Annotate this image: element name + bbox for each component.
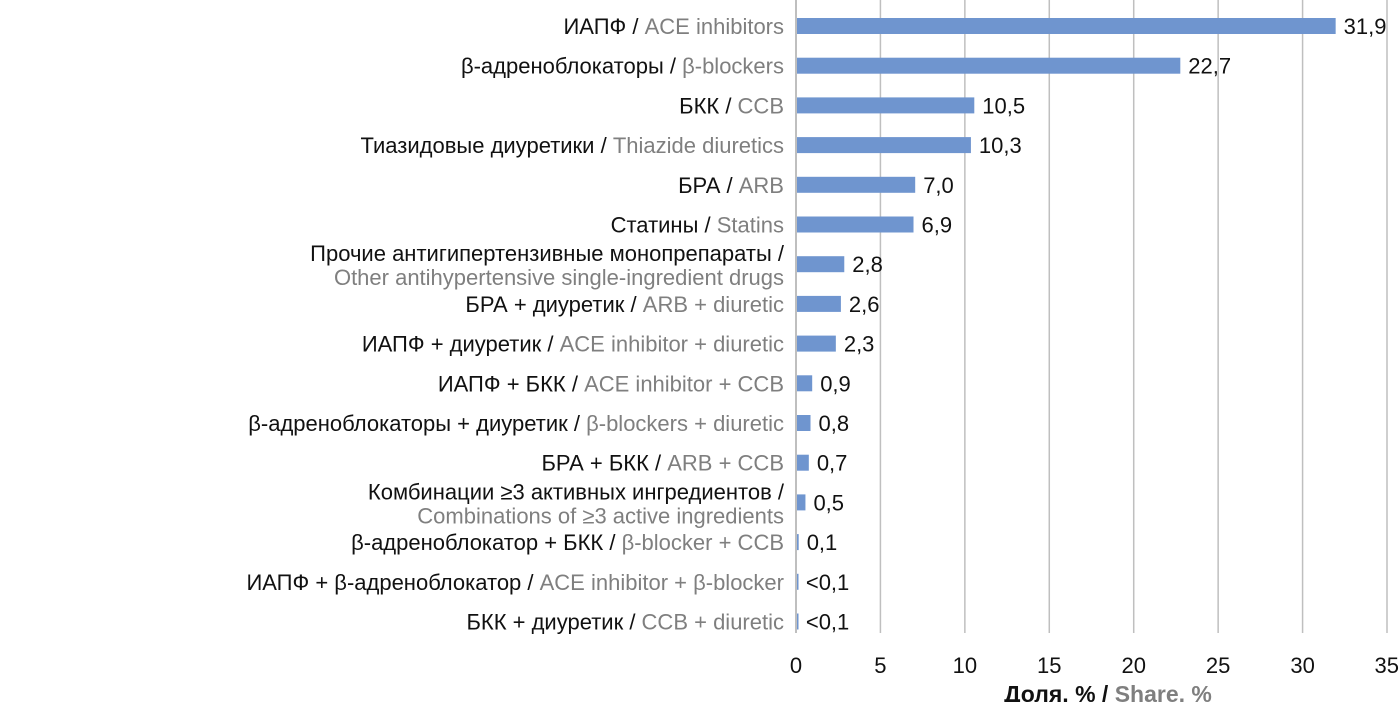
category-label-en: Combinations of ≥3 active ingredients [417,503,784,528]
category-label: Комбинации ≥3 активных ингредиентов / [368,479,785,504]
category-label: Статины / Statins [611,213,784,238]
bar [797,335,836,352]
bar [797,256,845,273]
category-label: БКК + диуретик / CCB + diuretic [466,610,784,635]
bar [797,57,1181,74]
x-tick-label: 5 [874,653,886,678]
data-label: <0,1 [806,610,849,635]
value-labels-group: 31,9 22,7 10,5 10,3 7,0 6,9 2,8 2,6 2,3 0,9 0,8 0,7… [806,14,1387,635]
x-axis-title-ru: Доля, % [1004,681,1095,702]
x-axis-title-en: Share, % [1115,681,1212,702]
x-tick-label: 15 [1037,653,1061,678]
bar [797,454,809,471]
bar [797,97,975,114]
data-label: <0,1 [806,570,849,595]
data-label: 31,9 [1344,14,1387,39]
bar [797,415,811,431]
x-tick-labels-group: 0 5 10 15 20 25 30 35 [790,653,1399,678]
x-axis-title: Доля, % / Share, % [1004,681,1212,702]
x-tick-label: 30 [1290,653,1314,678]
bar [797,295,841,312]
bar [797,216,914,233]
category-label-en: Other antihypertensive single-ingredient… [334,265,784,290]
category-labels-group: ИАПФ / ACE inhibitors β-адреноблокаторы /… [246,14,784,635]
bar [797,137,971,154]
category-label: БРА + диуретик / ARB + diuretic [465,292,784,317]
data-label: 2,8 [852,252,883,277]
data-label: 10,5 [982,93,1025,118]
data-label: 2,6 [849,292,880,317]
x-tick-label: 35 [1375,653,1399,678]
category-label: ИАПФ + β-адреноблокатор / ACE inhibitor … [246,570,784,595]
category-label: β-адреноблокатор + БКК / β-blocker + CCB [351,530,784,555]
category-label: ИАПФ + диуретик / ACE inhibitor + diuret… [362,332,784,357]
grid-lines [795,0,1388,633]
x-tick-label: 20 [1121,653,1145,678]
category-label: БРА + БКК / ARB + CCB [541,451,784,476]
data-label: 6,9 [922,213,953,238]
bar [797,534,799,551]
category-label: БРА / ARB [678,173,784,198]
x-axis-title-sep: / [1096,681,1115,702]
bar [797,573,799,590]
category-label: БКК / CCB [679,93,784,118]
category-label: Прочие антигипертензивные монопрепараты … [310,241,785,266]
x-tick-label: 10 [953,653,977,678]
data-label: 0,1 [807,530,838,555]
data-label: 0,5 [813,490,844,515]
bars-group [797,18,1336,630]
data-label: 10,3 [979,133,1022,158]
bar [797,176,916,193]
bar [797,613,799,630]
data-label: 0,8 [819,411,850,436]
category-label: ИАПФ / ACE inhibitors [563,14,784,39]
category-label: Тиазидовые диуретики / Thiazide diuretic… [361,133,784,158]
bar [797,18,1336,34]
x-tick-label: 25 [1206,653,1230,678]
x-tick-label: 0 [790,653,802,678]
data-label: 0,7 [817,451,848,476]
category-label: β-адреноблокаторы / β-blockers [461,54,784,79]
category-label: ИАПФ + БКК / ACE inhibitor + CCB [438,371,784,396]
data-label: 22,7 [1188,54,1231,79]
category-label: β-адреноблокаторы + диуретик / β-blocker… [248,411,784,436]
data-label: 0,9 [820,371,851,396]
bar [797,494,806,511]
bar [797,375,813,392]
data-label: 2,3 [844,332,875,357]
data-label: 7,0 [923,173,954,198]
